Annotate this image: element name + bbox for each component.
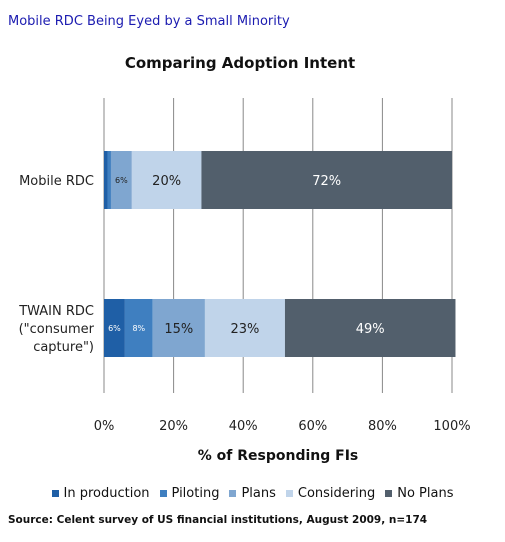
legend-label: Considering bbox=[297, 486, 376, 501]
data-label: 49% bbox=[356, 322, 385, 337]
x-axis-label: % of Responding FIs bbox=[198, 448, 359, 464]
bar-segment bbox=[131, 151, 202, 209]
category-label: TWAIN RDC bbox=[18, 304, 94, 319]
category-label: Mobile RDC bbox=[19, 174, 94, 189]
data-label: 20% bbox=[152, 174, 181, 189]
legend-item: Considering bbox=[285, 486, 376, 501]
legend-item: Piloting bbox=[159, 486, 220, 501]
legend-label: Plans bbox=[241, 486, 276, 501]
source-note: Source: Celent survey of US financial in… bbox=[8, 514, 428, 526]
legend-label: In production bbox=[63, 486, 150, 501]
legend-item: Plans bbox=[229, 486, 276, 501]
bar-segment bbox=[110, 151, 132, 209]
x-tick-label: 100% bbox=[433, 419, 470, 434]
legend-item: No Plans bbox=[385, 486, 454, 501]
x-tick-label: 80% bbox=[368, 419, 397, 434]
bar-segment bbox=[284, 299, 456, 357]
legend-swatch bbox=[159, 490, 167, 497]
data-label: 6% bbox=[108, 324, 121, 333]
category-label: capture") bbox=[33, 340, 94, 355]
chart-title: Comparing Adoption Intent bbox=[124, 54, 356, 72]
data-label: 6% bbox=[115, 176, 128, 185]
x-tick-label: 20% bbox=[159, 419, 188, 434]
data-label: 15% bbox=[164, 322, 193, 337]
data-label: 8% bbox=[132, 324, 145, 333]
bar-segment bbox=[204, 299, 285, 357]
bar-segment bbox=[104, 151, 108, 209]
legend: In production Piloting Plans Considering No … bbox=[0, 486, 505, 501]
data-label: 72% bbox=[312, 174, 341, 189]
legend-label: No Plans bbox=[397, 486, 454, 501]
headline: Mobile RDC Being Eyed by a Small Minorit… bbox=[8, 14, 290, 29]
bar-segment bbox=[152, 299, 205, 357]
legend-swatch bbox=[51, 490, 59, 497]
legend-swatch bbox=[229, 490, 237, 497]
category-label: ("consumer bbox=[19, 322, 95, 337]
bar-segment bbox=[201, 151, 452, 209]
x-tick-label: 40% bbox=[229, 419, 258, 434]
x-tick-label: 0% bbox=[94, 419, 115, 434]
legend-swatch bbox=[385, 490, 393, 497]
legend-item: In production bbox=[51, 486, 150, 501]
bar-segment bbox=[107, 151, 111, 209]
legend-label: Piloting bbox=[171, 486, 220, 501]
bar-segment bbox=[104, 299, 125, 357]
bar-segment bbox=[124, 299, 153, 357]
x-tick-label: 60% bbox=[298, 419, 327, 434]
legend-swatch bbox=[285, 490, 293, 497]
data-label: 23% bbox=[230, 322, 259, 337]
